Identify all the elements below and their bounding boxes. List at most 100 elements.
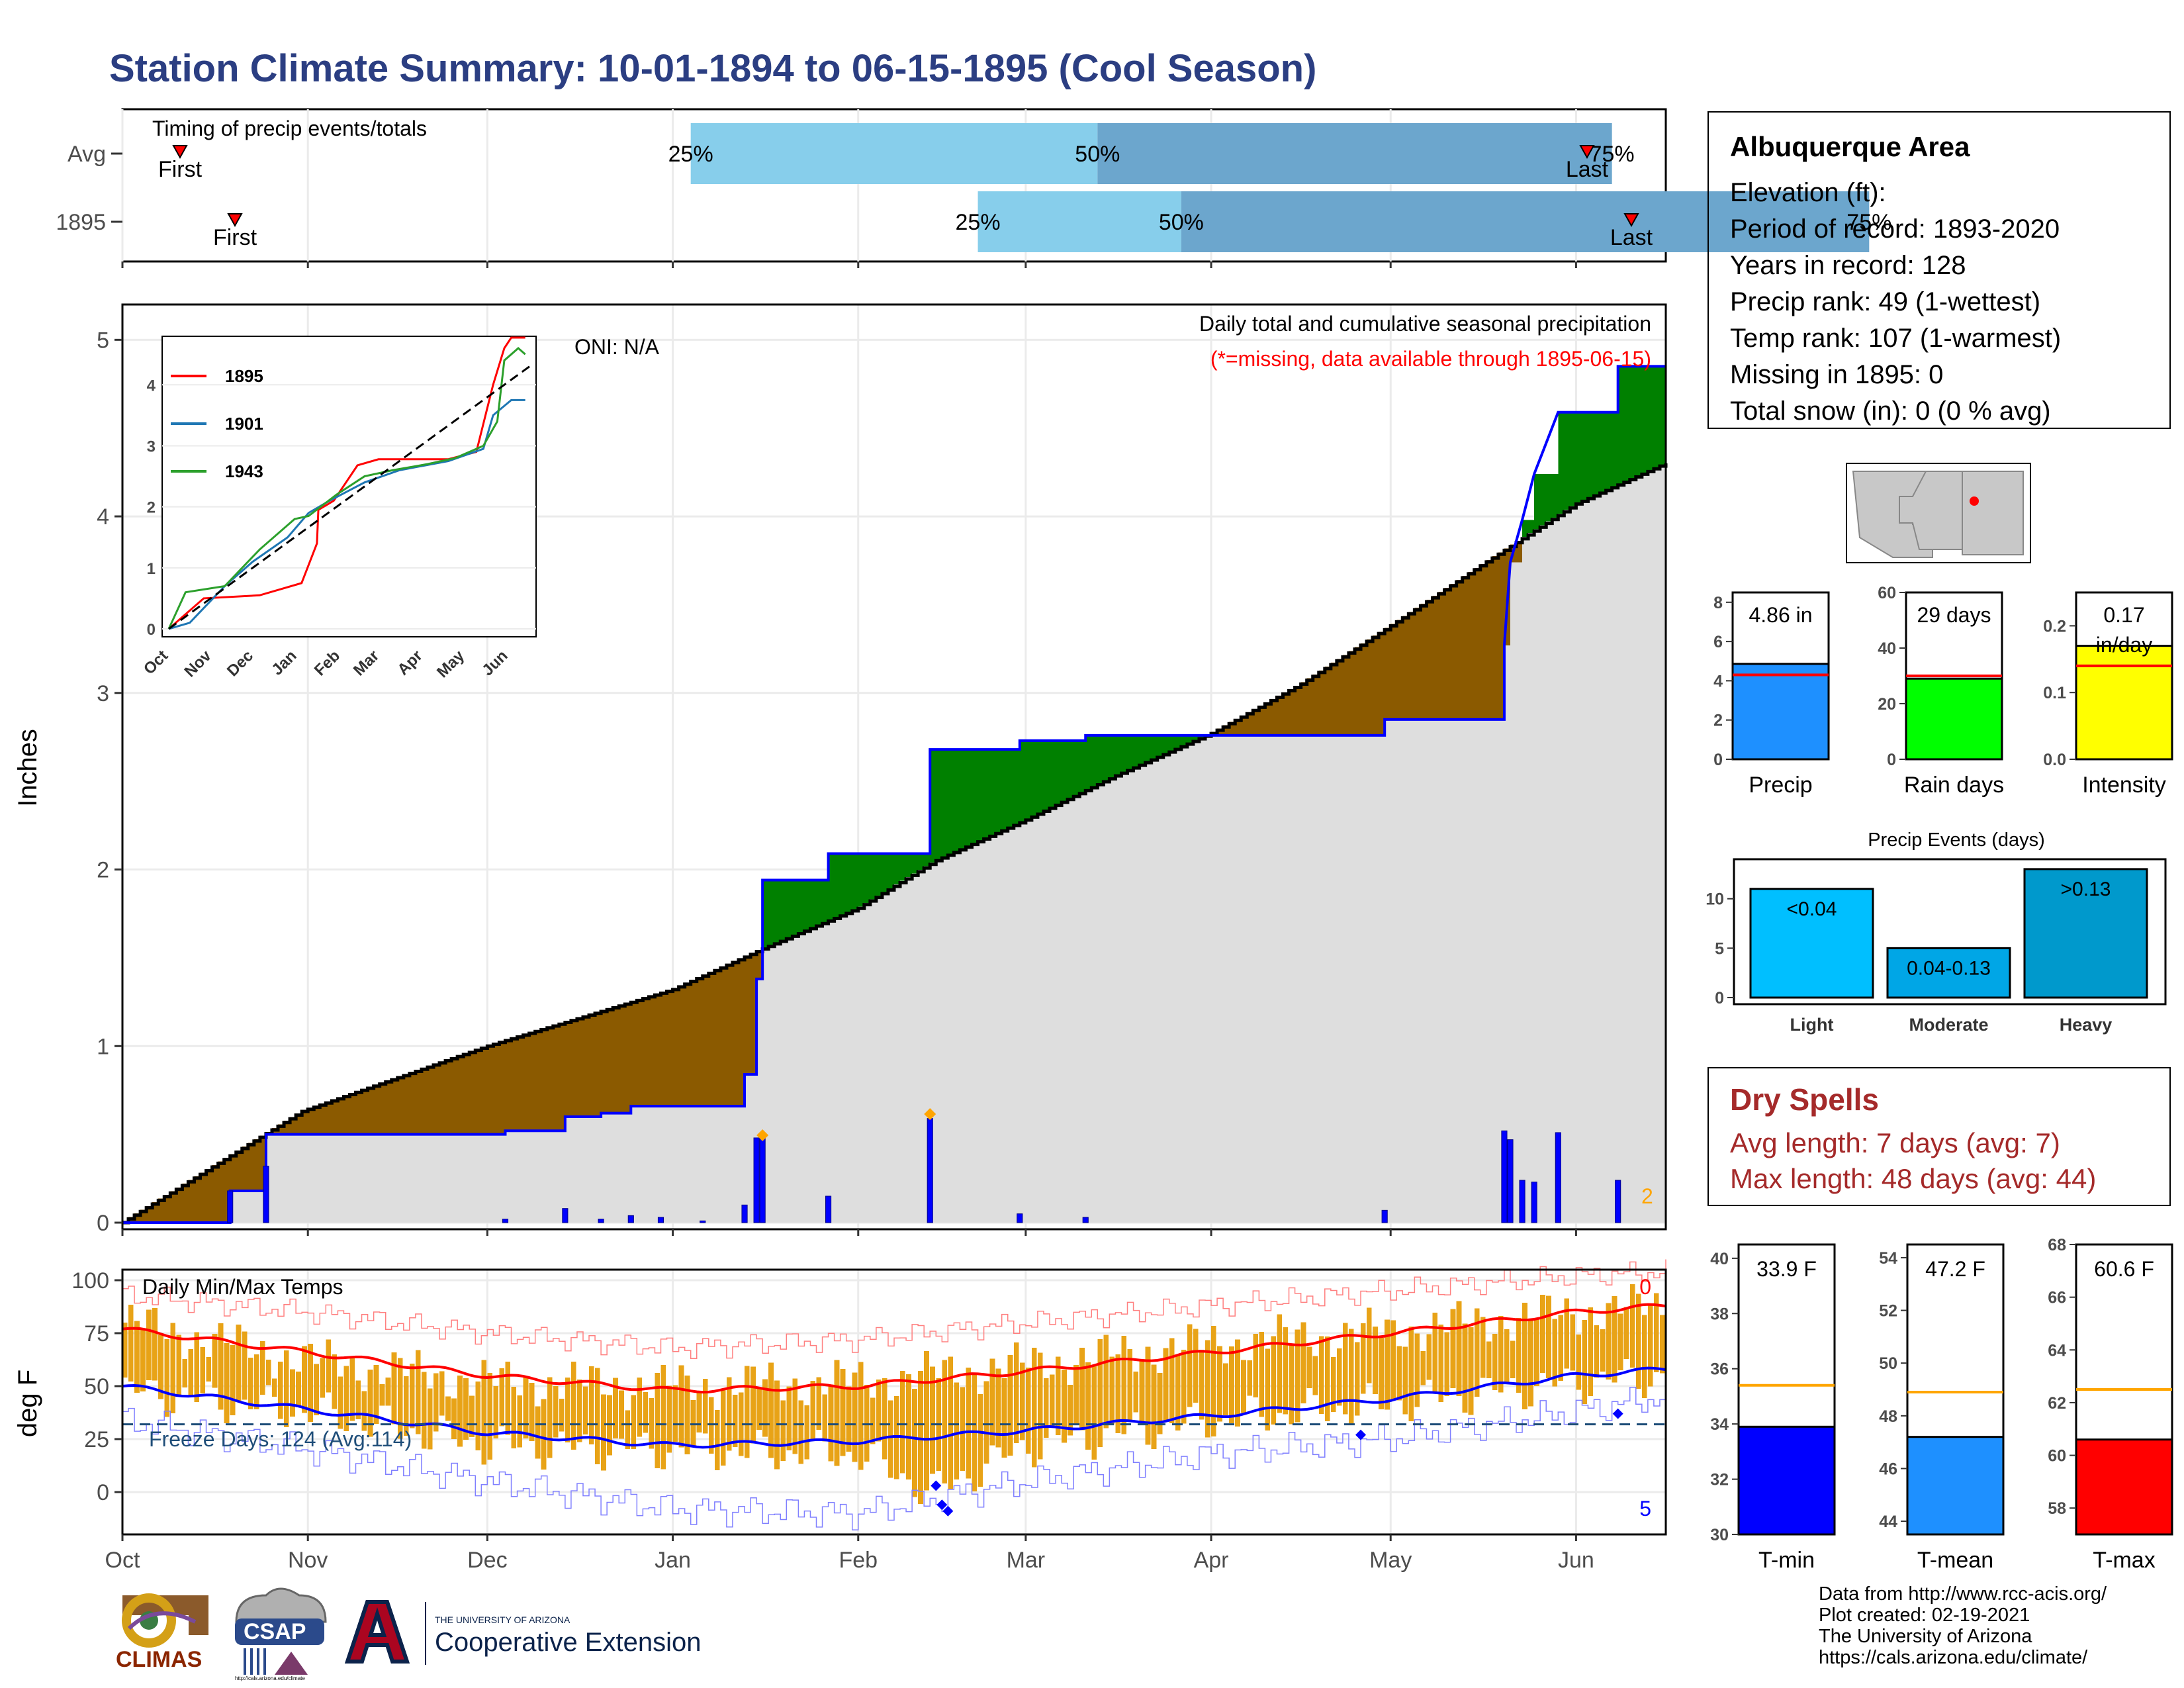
precip-oni-label: ONI: N/A xyxy=(574,335,660,359)
station-name: Albuquerque Area xyxy=(1730,131,1970,162)
temp-avg-min-line xyxy=(122,1366,1666,1449)
precip-summary-y-tick-label: 0.1 xyxy=(2043,684,2066,702)
temp-x-tick-label: Jun xyxy=(1558,1548,1594,1573)
info-years: Years in record: 128 xyxy=(1730,251,1966,280)
dry-spells-avg: Avg length: 7 days (avg: 7) xyxy=(1730,1127,2060,1158)
precip-daily-bar xyxy=(741,1204,748,1223)
timing-bar-q25-q50 xyxy=(690,123,1098,184)
temp-record-max-line xyxy=(122,1259,1666,1359)
precip-daily-bar xyxy=(657,1217,664,1223)
temp-summary-y-tick-label: 58 xyxy=(2048,1499,2066,1518)
temp-record-marker xyxy=(931,1480,942,1491)
temp-y-tick-label: 100 xyxy=(71,1268,109,1293)
temp-summary-category-label: T-mean xyxy=(1917,1548,1993,1573)
temp-summary-y-tick-label: 44 xyxy=(1879,1513,1897,1531)
events-bar-label: 0.04-0.13 xyxy=(1907,957,1991,979)
map-state-new-mexico xyxy=(1962,471,2024,555)
timing-bar-q50-q75 xyxy=(1181,191,1870,252)
precip-summary-value-unit: in/day xyxy=(2096,633,2152,657)
precip-daily-bar xyxy=(1615,1180,1621,1223)
csap-url-text: http://cals.arizona.edu/climate xyxy=(235,1675,305,1681)
inset-legend-label: 1895 xyxy=(225,366,263,386)
inset-line-avg xyxy=(168,365,530,630)
precip-daily-bar xyxy=(927,1118,933,1223)
timing-q50-label: 50% xyxy=(1075,142,1120,167)
temp-y-tick-label: 75 xyxy=(84,1321,109,1346)
timing-q75-label: 75% xyxy=(1846,210,1891,235)
temp-summary-y-tick-label: 66 xyxy=(2048,1289,2066,1307)
precip-summary-y-tick-label: 60 xyxy=(1878,584,1896,602)
temp-record-marker xyxy=(936,1499,948,1511)
precip-avg-cumulative-line xyxy=(122,463,1668,1225)
temp-y-tick-label: 50 xyxy=(84,1374,109,1399)
inset-y-tick-label: 2 xyxy=(147,499,156,517)
timing-first-marker xyxy=(172,145,188,160)
temp-summary-bar xyxy=(1737,1425,1836,1536)
precip-summary-value-label: 29 days xyxy=(1917,603,1991,627)
csap-logo-text: CSAP xyxy=(244,1619,306,1644)
timing-last-marker xyxy=(1623,213,1639,228)
temp-summary-value-label: 33.9 F xyxy=(1756,1257,1817,1281)
logo-strip: CLIMAS CSAP http://cals.arizona.edu/clim… xyxy=(116,1587,701,1681)
temp-summary-y-tick-label: 64 xyxy=(2048,1341,2066,1360)
precip-summary-y-tick-label: 6 xyxy=(1713,633,1723,651)
temp-frame xyxy=(121,1268,1667,1536)
timing-row-label: 1895 xyxy=(56,210,106,235)
climas-logo-text: CLIMAS xyxy=(116,1647,202,1672)
precip-daily-bar xyxy=(759,1137,766,1223)
precip-missing-count: 2 xyxy=(1641,1184,1653,1208)
precip-daily-bar xyxy=(700,1220,706,1223)
csap-logo: CSAP http://cals.arizona.edu/climate xyxy=(235,1587,327,1681)
precip-summary-y-tick-label: 0.2 xyxy=(2043,617,2066,635)
precip-daily-bar xyxy=(1501,1130,1508,1223)
info-precip-rank: Precip rank: 49 (1-wettest) xyxy=(1730,287,2041,316)
timing-bar-q25-q50 xyxy=(978,191,1181,252)
timing-q25-label: 25% xyxy=(668,142,713,167)
precip-daily-bar xyxy=(753,1137,760,1223)
precip-subtitle: (*=missing, data available through 1895-… xyxy=(1210,347,1651,371)
precip-y-tick-label: 2 xyxy=(97,858,109,883)
precip-frame xyxy=(121,303,1667,1231)
info-snow: Total snow (in): 0 (0 % avg) xyxy=(1730,397,2051,426)
events-y-tick-label: 5 xyxy=(1715,939,1724,958)
credits: Data from http://www.rcc-acis.org/ Plot … xyxy=(1819,1583,2107,1668)
temp-x-tick-label: Dec xyxy=(467,1548,507,1573)
info-elevation: Elevation (ft): xyxy=(1730,178,1886,207)
precip-summary-y-tick-label: 4 xyxy=(1713,672,1723,690)
temp-record-min-line xyxy=(122,1380,1666,1530)
temp-summary-y-tick-label: 32 xyxy=(1710,1471,1729,1489)
precip-daily-bar xyxy=(825,1196,832,1223)
precip-daily-bar xyxy=(502,1219,509,1223)
events-title: Precip Events (days) xyxy=(1868,829,2045,851)
precip-y-tick-label: 4 xyxy=(97,504,109,530)
temp-record-marker xyxy=(942,1505,954,1517)
precip-missing-marker xyxy=(924,1107,936,1120)
temp-max-count: 0 xyxy=(1639,1275,1651,1299)
climas-logo: CLIMAS xyxy=(116,1593,208,1672)
dry-spells-title: Dry Spells xyxy=(1730,1082,1879,1117)
credit-university: The University of Arizona xyxy=(1819,1626,2032,1647)
events-bar xyxy=(1886,947,2011,999)
precip-summary-y-tick-label: 20 xyxy=(1878,695,1896,714)
temp-x-tick-label: Mar xyxy=(1007,1548,1046,1573)
temp-y-tick-label: 0 xyxy=(97,1480,109,1505)
precip-daily-bar xyxy=(1017,1213,1023,1223)
events-bar xyxy=(2023,868,2148,999)
ua-bottom-text: Cooperative Extension xyxy=(435,1628,701,1657)
temp-summary-y-tick-label: 40 xyxy=(1710,1250,1729,1268)
credit-url: https://cals.arizona.edu/climate/ xyxy=(1819,1647,2088,1668)
precip-y-tick-label: 0 xyxy=(97,1211,109,1236)
inset-y-tick-label: 0 xyxy=(147,621,156,639)
page-title: Station Climate Summary: 10-01-1894 to 0… xyxy=(109,47,1317,90)
timing-q50-label: 50% xyxy=(1159,210,1204,235)
precip-summary-y-tick-label: 0 xyxy=(1713,751,1723,769)
temp-summary-value-label: 60.6 F xyxy=(2094,1257,2154,1281)
precip-daily-bar xyxy=(263,1166,269,1223)
precip-daily-bar xyxy=(1531,1182,1537,1223)
precip-surplus-area xyxy=(762,366,1666,948)
temp-summary-y-tick-label: 38 xyxy=(1710,1305,1729,1323)
precip-summary-y-tick-label: 2 xyxy=(1713,712,1723,730)
precip-daily-bar xyxy=(1507,1139,1514,1223)
info-missing: Missing in 1895: 0 xyxy=(1730,360,1944,389)
